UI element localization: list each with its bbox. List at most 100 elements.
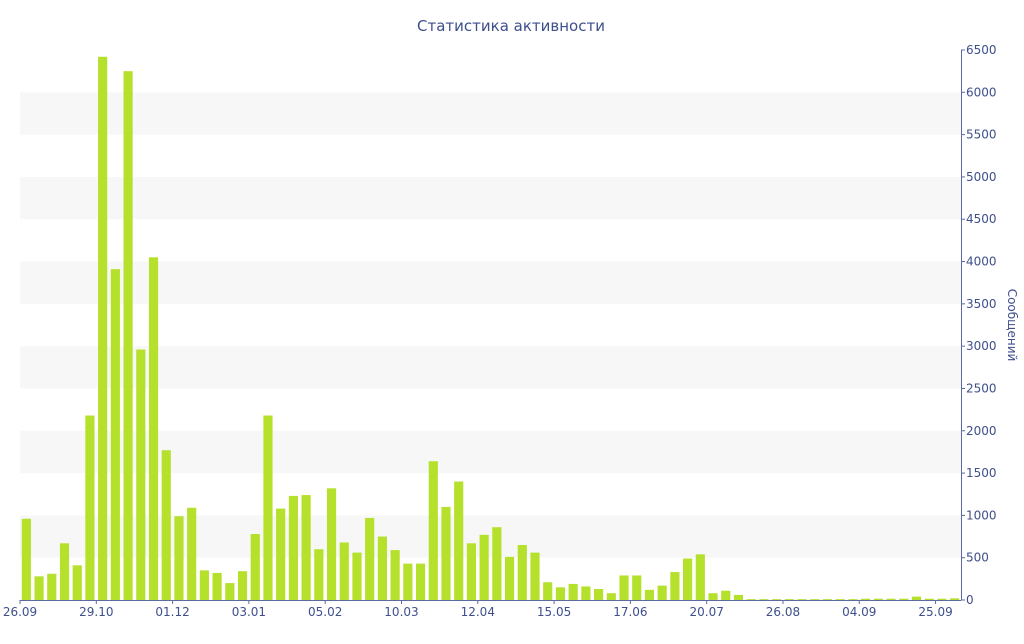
- bar: [479, 534, 489, 600]
- bar: [85, 415, 95, 600]
- axes: 0 500 1000 1500 2000 2500 3000 3500 4000 4500 5000…: [3, 43, 997, 619]
- y-tick-label: 3000: [966, 339, 997, 353]
- bar: [441, 506, 451, 600]
- x-tick-label: 04.09: [842, 605, 876, 619]
- bar: [708, 593, 718, 600]
- grid-band: [20, 176, 961, 220]
- bar: [21, 518, 31, 600]
- bar: [695, 554, 705, 600]
- bar: [733, 594, 744, 600]
- bar: [644, 589, 655, 600]
- grid-band: [20, 515, 961, 558]
- x-tick-label: 05.02: [308, 605, 342, 619]
- bar: [403, 563, 413, 600]
- bar: [314, 549, 324, 600]
- bar: [123, 71, 133, 600]
- bar: [339, 542, 349, 600]
- x-tick-label: 03.01: [232, 605, 266, 619]
- bar: [873, 598, 883, 600]
- bar: [199, 570, 209, 600]
- y-tick-label: 6000: [966, 85, 997, 99]
- y-tick-label: 1500: [966, 466, 997, 480]
- bar: [237, 571, 248, 600]
- bar: [594, 589, 604, 600]
- bar: [810, 599, 820, 600]
- bar: [174, 516, 184, 600]
- bar: [721, 590, 731, 600]
- x-tick-label: 20.07: [689, 605, 723, 619]
- bar: [911, 596, 922, 600]
- bar: [683, 558, 693, 600]
- bar: [492, 527, 502, 600]
- bar: [517, 545, 527, 600]
- bar: [606, 593, 616, 600]
- y-tick-label: 3500: [966, 297, 997, 311]
- x-tick-label: 17.06: [613, 605, 647, 619]
- y-tick-label: 4500: [966, 212, 997, 226]
- bar: [657, 585, 667, 600]
- x-tick-label: 15.05: [537, 605, 571, 619]
- bar: [581, 586, 591, 600]
- bar: [187, 507, 197, 600]
- bar: [886, 598, 896, 600]
- x-tick-label: 01.12: [155, 605, 189, 619]
- y-tick-label: 5000: [966, 170, 997, 184]
- bar: [98, 56, 108, 601]
- y-tick-label: 2000: [966, 424, 997, 438]
- y-tick-label: 4000: [966, 255, 997, 269]
- bar: [848, 599, 858, 600]
- y-tick-label: 5500: [966, 128, 997, 142]
- bar: [759, 599, 769, 600]
- bar: [59, 543, 70, 600]
- x-tick-label: 26.09: [3, 605, 37, 619]
- y-tick-label: 500: [966, 551, 989, 565]
- bar: [72, 565, 82, 600]
- bar: [276, 508, 286, 600]
- bar: [365, 517, 375, 600]
- bar: [47, 573, 57, 600]
- bar: [543, 582, 553, 600]
- x-tick-label: 10.03: [384, 605, 418, 619]
- x-tick-label: 25.09: [918, 605, 952, 619]
- bar: [797, 599, 807, 600]
- x-tick-label: 29.10: [79, 605, 113, 619]
- bar: [924, 598, 934, 600]
- bar: [136, 349, 146, 600]
- bar: [568, 583, 578, 600]
- y-tick-label: 2500: [966, 381, 997, 395]
- x-tick-label: 26.08: [766, 605, 800, 619]
- bar: [454, 481, 464, 600]
- bar: [899, 598, 909, 600]
- bar: [937, 598, 947, 600]
- bar: [670, 572, 680, 600]
- bar: [504, 556, 515, 600]
- grid-band: [20, 92, 961, 135]
- grid-bands: [20, 92, 961, 558]
- bar: [110, 269, 120, 600]
- bar: [390, 550, 400, 600]
- bar: [225, 583, 235, 600]
- bar: [263, 415, 273, 600]
- bar: [950, 598, 960, 600]
- bar: [377, 536, 387, 600]
- bar: [352, 552, 362, 600]
- y-tick-label: 1000: [966, 508, 997, 522]
- grid-band: [20, 261, 961, 304]
- chart-title: Статистика активности: [417, 17, 605, 35]
- bar-series: [21, 56, 960, 601]
- bar: [772, 599, 782, 600]
- bar: [326, 488, 337, 600]
- bar: [212, 572, 222, 600]
- y-tick-label: 0: [966, 593, 974, 607]
- bar: [530, 552, 540, 600]
- bar: [555, 587, 566, 600]
- bar: [861, 598, 871, 600]
- bar: [288, 495, 298, 600]
- bar: [34, 576, 44, 600]
- bar: [148, 257, 159, 600]
- bar: [746, 599, 756, 600]
- bar: [835, 599, 845, 600]
- bar: [784, 599, 794, 600]
- y-axis-title: Сообщений: [1005, 289, 1019, 362]
